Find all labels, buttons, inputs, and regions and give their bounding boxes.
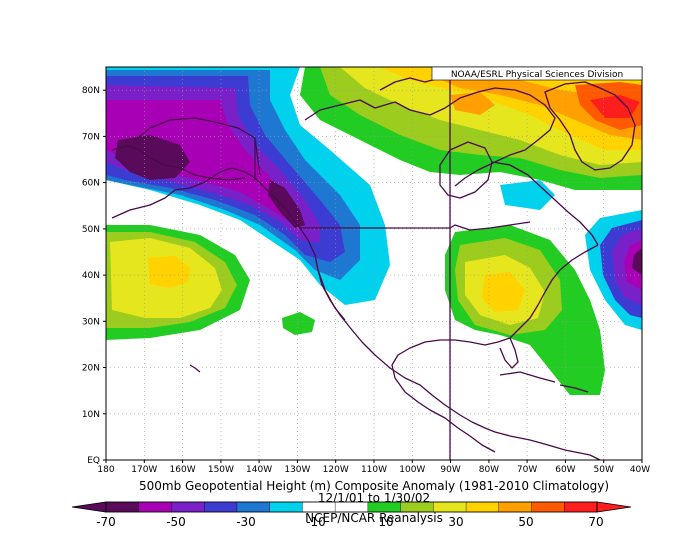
lat-tick-label: 20N xyxy=(82,364,100,374)
coastlines xyxy=(111,67,636,460)
colorbar-cell xyxy=(105,501,140,513)
positive-anomaly-east-p50 xyxy=(482,272,525,312)
lon-tick-label: 180 xyxy=(97,465,114,475)
lon-tick-label: 110W xyxy=(361,465,387,475)
lon-tick-label: 40W xyxy=(630,465,650,475)
colorbar-label: -10 xyxy=(306,515,326,529)
lat-tick-label: 30N xyxy=(82,317,100,327)
lon-tick-label: 120W xyxy=(323,465,349,475)
lat-tick-label: 80N xyxy=(82,86,100,96)
lon-tick-label: 100W xyxy=(399,465,425,475)
lon-tick-label: 130W xyxy=(284,465,310,475)
negative-anomaly-labrador xyxy=(500,180,555,210)
lon-axis: 180 170W 160W 150W 140W 130W 120W 110W 1… xyxy=(97,460,650,475)
negative-anomaly-m60 xyxy=(106,100,300,222)
colorbar: -70 -50 -30 -10 10 30 50 70 xyxy=(71,501,632,529)
lat-tick-label: 40N xyxy=(82,271,100,281)
colorbar-label: 50 xyxy=(518,515,533,529)
lon-tick-label: 60W xyxy=(555,465,575,475)
negative-anomaly-m70-b xyxy=(268,180,305,228)
lat-tick-label: 60N xyxy=(82,179,100,189)
colorbar-label: 30 xyxy=(448,515,463,529)
credit-text: NOAA/ESRL Physical Sciences Division xyxy=(451,70,623,80)
lon-tick-label: 80W xyxy=(479,465,499,475)
colorbar-cell xyxy=(531,501,565,513)
colorbar-cell xyxy=(203,501,238,513)
colorbar-cell xyxy=(465,501,500,513)
colorbar-cell xyxy=(564,501,598,513)
colorbar-label: 10 xyxy=(378,515,393,529)
colorbar-cell xyxy=(236,501,271,513)
anomaly-contours xyxy=(106,67,642,395)
lat-tick-label: 10N xyxy=(82,410,100,420)
lon-tick-label: 50W xyxy=(594,465,614,475)
colorbar-label: -50 xyxy=(166,515,186,529)
colorbar-left-arrow xyxy=(71,501,107,513)
negative-anomaly-east-m70 xyxy=(632,248,642,275)
lon-tick-label: 160W xyxy=(170,465,196,475)
lat-tick-label: EQ xyxy=(87,456,100,466)
colorbar-cell xyxy=(269,501,304,513)
lat-tick-label: 50N xyxy=(82,225,100,235)
lat-axis: EQ 10N 20N 30N 40N 50N 60N 70N 80N xyxy=(82,86,106,466)
lon-tick-label: 170W xyxy=(131,465,157,475)
lat-tick-label: 70N xyxy=(82,132,100,142)
colorbar-label: -30 xyxy=(236,515,256,529)
map-date-range: 12/1/01 to 1/30/02 xyxy=(318,491,430,505)
lon-tick-label: 150W xyxy=(208,465,234,475)
positive-anomaly-arctic-p60 xyxy=(430,72,642,140)
map-title: 500mb Geopotential Height (m) Composite … xyxy=(139,479,609,493)
colorbar-cell xyxy=(171,501,205,513)
lon-tick-label: 90W xyxy=(440,465,460,475)
colorbar-label: 70 xyxy=(588,515,603,529)
credit-box: NOAA/ESRL Physical Sciences Division xyxy=(431,66,643,81)
colorbar-cell xyxy=(498,501,533,513)
colorbar-label: -70 xyxy=(96,515,116,529)
negative-anomaly-m70 xyxy=(115,135,190,180)
positive-anomaly-arctic-p80 xyxy=(590,95,640,118)
colorbar-right-arrow xyxy=(596,501,632,513)
lon-tick-label: 140W xyxy=(246,465,272,475)
positive-anomaly-pacific-p50 xyxy=(148,256,190,288)
lon-tick-label: 70W xyxy=(517,465,537,475)
dataset-credit: NCEP/NCAR Reanalysis xyxy=(305,511,443,525)
positive-anomaly-baja xyxy=(282,312,315,335)
colorbar-cell xyxy=(138,501,173,513)
